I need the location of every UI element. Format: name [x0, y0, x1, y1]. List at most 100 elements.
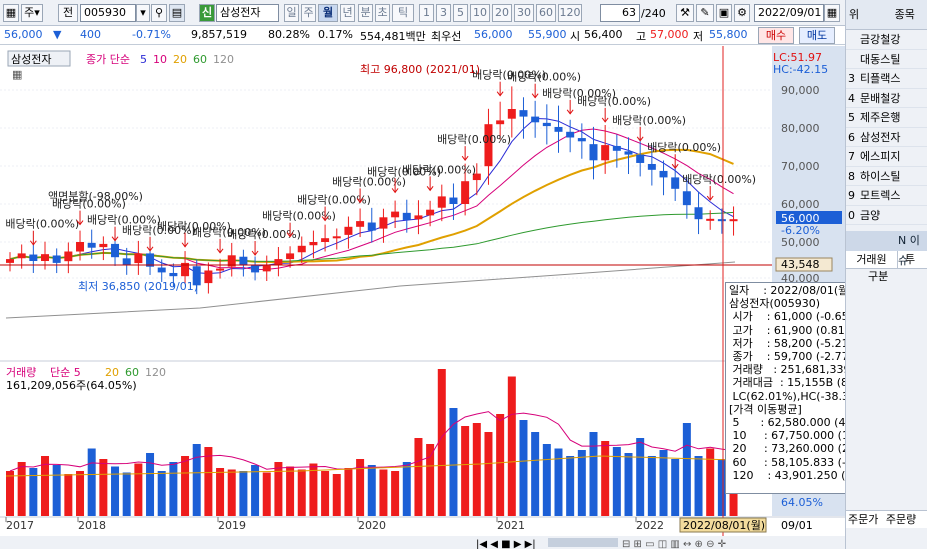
stock-list-item[interactable]: 4 문배철강 — [846, 89, 927, 108]
period-second[interactable]: 초 — [375, 4, 390, 22]
volume-bar — [157, 471, 166, 516]
high-label: 고 — [636, 30, 647, 43]
volume-bar — [647, 456, 656, 516]
grid-icon[interactable]: ▦ — [3, 4, 19, 22]
period-day[interactable]: 일 — [284, 4, 299, 22]
volume-rate-tag: 64.05% — [781, 496, 823, 509]
volume-bar — [227, 469, 236, 516]
best-ask: 56,000 — [474, 28, 513, 41]
stock-name: 모트렉스 — [860, 189, 901, 202]
right-panel-header: 위 종목 — [846, 0, 927, 30]
stock-list-item[interactable]: 7 에스피지 — [846, 147, 927, 167]
candle — [624, 137, 633, 175]
candle — [729, 206, 738, 236]
volume-bar — [216, 468, 225, 516]
candle — [496, 101, 505, 140]
volume-bar — [554, 448, 563, 516]
volume-bar — [344, 468, 353, 516]
stock-list-item[interactable]: 9 모트렉스 — [846, 186, 927, 206]
lc-label: LC:51.97 — [773, 51, 822, 64]
grid-icon-small[interactable]: ▦ — [12, 68, 22, 81]
price-legend-label: 종가 단순 — [86, 53, 130, 66]
toolbar: ▦ 주▾ 전 005930 ▾ ⚲ ▤ 신 삼성전자 일 주 월 년 분 초 틱… — [0, 0, 845, 26]
volume-bar — [297, 469, 306, 516]
volume-bar — [332, 474, 341, 516]
search-icon[interactable]: ⚲ — [151, 4, 167, 22]
period-minute[interactable]: 분 — [358, 4, 373, 22]
volume-bar — [169, 462, 178, 516]
prev-button[interactable]: 전 — [58, 4, 78, 22]
stock-code-input[interactable]: 005930 — [80, 4, 136, 22]
stock-name-field: 삼성전자 — [216, 4, 279, 22]
candle — [204, 262, 213, 294]
candle — [682, 176, 691, 219]
chart-area[interactable]: 배당락(0.00%) 배당락(0.00%) 배당락(0.00%) 배당락(0.00%)… — [0, 46, 845, 550]
volume-bar — [52, 465, 61, 516]
interval-3[interactable]: 3 — [436, 4, 451, 22]
tab-other[interactable]: 투 — [904, 253, 916, 266]
week-select[interactable]: 주▾ — [21, 4, 43, 22]
stock-list-item[interactable]: 대동스틸 — [846, 50, 927, 69]
stock-list-item[interactable]: 6 삼성전자 — [846, 128, 927, 147]
buy-button[interactable]: 매수 — [758, 27, 794, 44]
down-arrow-icon: ▼ — [53, 28, 62, 41]
interval-60[interactable]: 60 — [536, 4, 556, 22]
sell-button[interactable]: 매도 — [799, 27, 835, 44]
current-rate-tag: -6.20% — [781, 224, 820, 237]
chart-scrollbar[interactable] — [0, 536, 845, 549]
candle — [286, 246, 295, 268]
volume-ma20-legend: 20 — [105, 366, 119, 379]
candle — [612, 134, 621, 168]
calendar-icon[interactable]: ▦ — [824, 4, 840, 22]
volume-bar — [64, 474, 73, 516]
interval-20[interactable]: 20 — [492, 4, 512, 22]
scroll-controls-icon[interactable]: |◀ ◀ ■ ▶ ▶| — [476, 539, 536, 550]
interval-5[interactable]: 5 — [453, 4, 468, 22]
volume-bar — [181, 456, 190, 516]
stock-list-item[interactable]: 8 하이스틸 — [846, 167, 927, 186]
period-tick[interactable]: 틱 — [392, 4, 414, 22]
volume-bar — [76, 471, 85, 516]
volume-bar — [601, 441, 610, 516]
volume-bar — [274, 462, 283, 516]
volume-ma-label: 단순 5 — [50, 366, 81, 379]
date-input[interactable]: 2022/09/01 — [754, 4, 824, 22]
stock-list-item[interactable]: 3 티플랙스 — [846, 69, 927, 89]
stock-name: 대동스틸 — [860, 52, 901, 66]
stock-rank: 7 — [848, 150, 855, 163]
interval-10[interactable]: 10 — [470, 4, 490, 22]
tab-trade-source[interactable]: 거래원 — [846, 251, 898, 269]
period-week[interactable]: 주 — [301, 4, 316, 22]
open-label: 시 — [570, 30, 581, 43]
gear-icon[interactable]: ⚙ — [734, 4, 750, 22]
stock-list-item[interactable]: 0 금양 — [846, 206, 927, 225]
period-month[interactable]: 월 — [318, 4, 338, 22]
period-year[interactable]: 년 — [340, 4, 355, 22]
interval-1[interactable]: 1 — [419, 4, 434, 22]
volume-bar — [192, 444, 201, 516]
stock-rank: 0 — [848, 208, 855, 222]
interval-30[interactable]: 30 — [514, 4, 534, 22]
volume-ma60-legend: 60 — [125, 366, 139, 379]
volume-bar — [577, 450, 586, 516]
draw-icon[interactable]: ✎ — [696, 4, 714, 22]
candlestick-chart[interactable]: 배당락(0.00%)배당락(0.00%)배당락(0.00%)배당락(0.00%)… — [0, 46, 845, 550]
scrollbar-thumb[interactable] — [548, 538, 618, 547]
volume-bar — [111, 466, 120, 516]
chart-type-icon[interactable]: ▤ — [169, 4, 185, 22]
interval-120[interactable]: 120 — [558, 4, 582, 22]
volume-bar — [262, 472, 271, 516]
ma120-legend: 120 — [213, 53, 234, 66]
candle — [157, 259, 166, 282]
count-input[interactable]: 63 — [600, 4, 640, 22]
save-icon[interactable]: ▣ — [716, 4, 732, 22]
code-dropdown-icon[interactable]: ▾ — [136, 4, 150, 22]
zoom-controls-icon[interactable]: ⊟ ⊞ ▭ ◫ ▥ ↔ ⊕ ⊖ ✛ — [622, 539, 727, 550]
volume-bar — [519, 420, 528, 516]
stock-tab[interactable] — [7, 50, 71, 67]
tooltip-line: LC(62.01%),HC(-38.33%) — [729, 389, 871, 403]
tool-icon[interactable]: ⚒ — [676, 4, 694, 22]
candle — [554, 105, 563, 153]
stock-list-item[interactable]: 금강철강 — [846, 30, 927, 50]
stock-list-item[interactable]: 5 제주은행 — [846, 108, 927, 128]
